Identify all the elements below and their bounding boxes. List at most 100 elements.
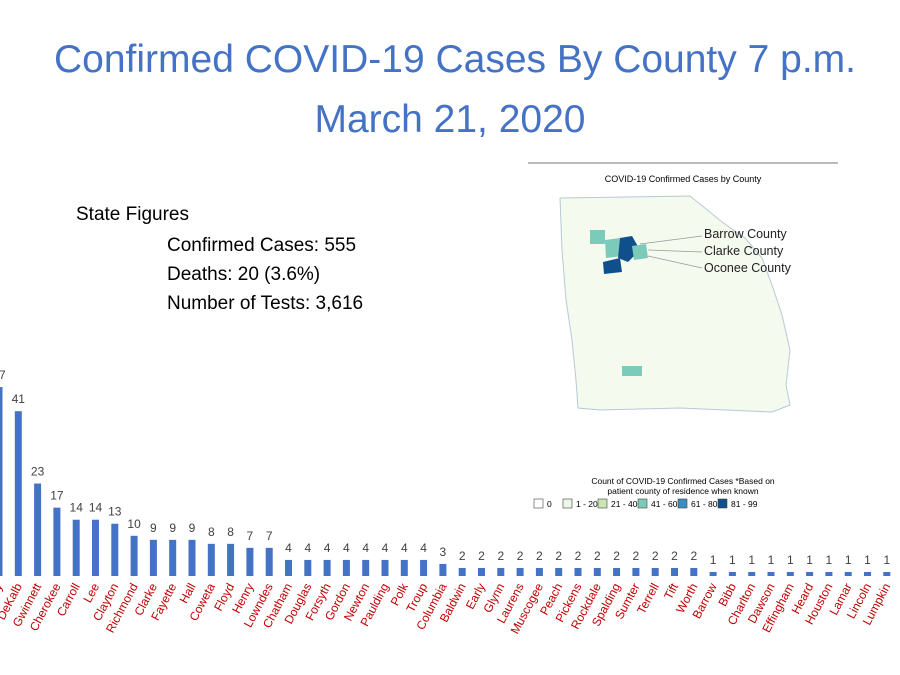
value-label: 14 — [89, 501, 103, 515]
bar — [439, 563, 447, 576]
legend-swatch — [562, 498, 573, 509]
value-label: 1 — [883, 553, 890, 567]
value-label: 2 — [575, 549, 582, 563]
value-label: 17 — [50, 489, 64, 503]
callout-line — [647, 255, 703, 269]
value-label: 2 — [555, 549, 562, 563]
bar — [535, 567, 543, 576]
value-label: 1 — [748, 553, 755, 567]
bar — [728, 571, 736, 576]
figure-line: Confirmed Cases: 555 — [167, 235, 356, 256]
value-label: 1 — [826, 553, 833, 567]
value-label: 1 — [864, 553, 871, 567]
bar — [844, 571, 852, 576]
value-label: 4 — [324, 541, 331, 555]
legend-label: 21 - 40 — [611, 499, 638, 509]
value-label: 1 — [806, 553, 813, 567]
legend-swatch — [717, 498, 728, 509]
bar — [130, 535, 138, 576]
value-label: 2 — [536, 549, 543, 563]
bar — [671, 567, 678, 576]
legend-swatch — [677, 498, 688, 509]
figure-line: Deaths: 20 (3.6%) — [167, 264, 320, 285]
value-label: 4 — [420, 541, 427, 555]
county — [605, 238, 622, 258]
value-label: 1 — [787, 553, 794, 567]
legend-label: 81 - 99 — [731, 499, 758, 509]
legend-title: Count of COVID-19 Confirmed Cases *Based… — [591, 476, 775, 486]
county — [632, 244, 648, 260]
map-panel: COVID-19 Confirmed Cases by County Barro… — [528, 162, 838, 509]
county — [622, 366, 642, 376]
legend-swatch — [597, 498, 608, 509]
value-label: 4 — [401, 541, 408, 555]
value-label: 2 — [671, 549, 678, 563]
value-label: 2 — [459, 549, 466, 563]
bar — [111, 523, 119, 576]
callout: Clarke County — [704, 244, 784, 258]
value-label: 4 — [362, 541, 369, 555]
value-label: 7 — [266, 529, 273, 543]
callout: Barrow County — [704, 227, 787, 241]
bar — [14, 411, 22, 576]
bar — [381, 559, 389, 576]
bar — [285, 559, 292, 576]
bar — [478, 567, 485, 576]
value-label: 10 — [127, 517, 141, 531]
figure-line: Number of Tests: 3,616 — [167, 293, 363, 314]
legend-swatch — [637, 498, 648, 509]
bar — [362, 559, 370, 576]
bar — [806, 571, 814, 576]
bar — [227, 543, 235, 576]
bar — [458, 567, 466, 576]
value-label: 2 — [497, 549, 504, 563]
bar — [497, 567, 505, 576]
bar — [400, 559, 408, 576]
value-label: 9 — [169, 521, 176, 535]
value-label: 2 — [633, 549, 640, 563]
bar — [246, 547, 254, 576]
bar — [342, 559, 350, 576]
bar — [709, 571, 717, 576]
callout: Oconee County — [704, 261, 792, 275]
bar — [207, 543, 215, 576]
value-label: 7 — [247, 529, 254, 543]
bar — [323, 559, 331, 576]
bar — [149, 539, 157, 576]
bar — [574, 567, 582, 576]
bar — [883, 571, 891, 576]
value-label: 2 — [613, 549, 620, 563]
bar — [651, 567, 659, 576]
bar — [34, 483, 42, 576]
value-label: 2 — [652, 549, 659, 563]
title-line: March 21, 2020 — [314, 98, 585, 141]
value-label: 2 — [594, 549, 601, 563]
callout-line — [639, 235, 703, 245]
bar — [864, 571, 871, 576]
bar — [593, 567, 601, 576]
county — [590, 230, 605, 244]
bar — [825, 571, 833, 576]
bar — [53, 507, 61, 576]
value-label: 9 — [150, 521, 157, 535]
x-tick-label: Tift — [661, 580, 681, 601]
legend-title: patient county of residence when known — [607, 486, 758, 496]
bar — [632, 567, 640, 576]
callout-line — [647, 249, 703, 253]
value-label: 41 — [12, 392, 26, 406]
value-label: 9 — [189, 521, 196, 535]
value-label: 1 — [768, 553, 775, 567]
value-label: 3 — [440, 545, 447, 559]
legend-label: 1 - 20 — [576, 499, 598, 509]
bar — [188, 539, 196, 576]
bar — [767, 571, 775, 576]
value-label: 4 — [343, 541, 350, 555]
value-label: 4 — [304, 541, 311, 555]
legend-label: 61 - 80 — [691, 499, 718, 509]
value-label: 2 — [690, 549, 697, 563]
bar — [786, 571, 794, 576]
bar — [0, 387, 3, 576]
county — [603, 258, 622, 274]
